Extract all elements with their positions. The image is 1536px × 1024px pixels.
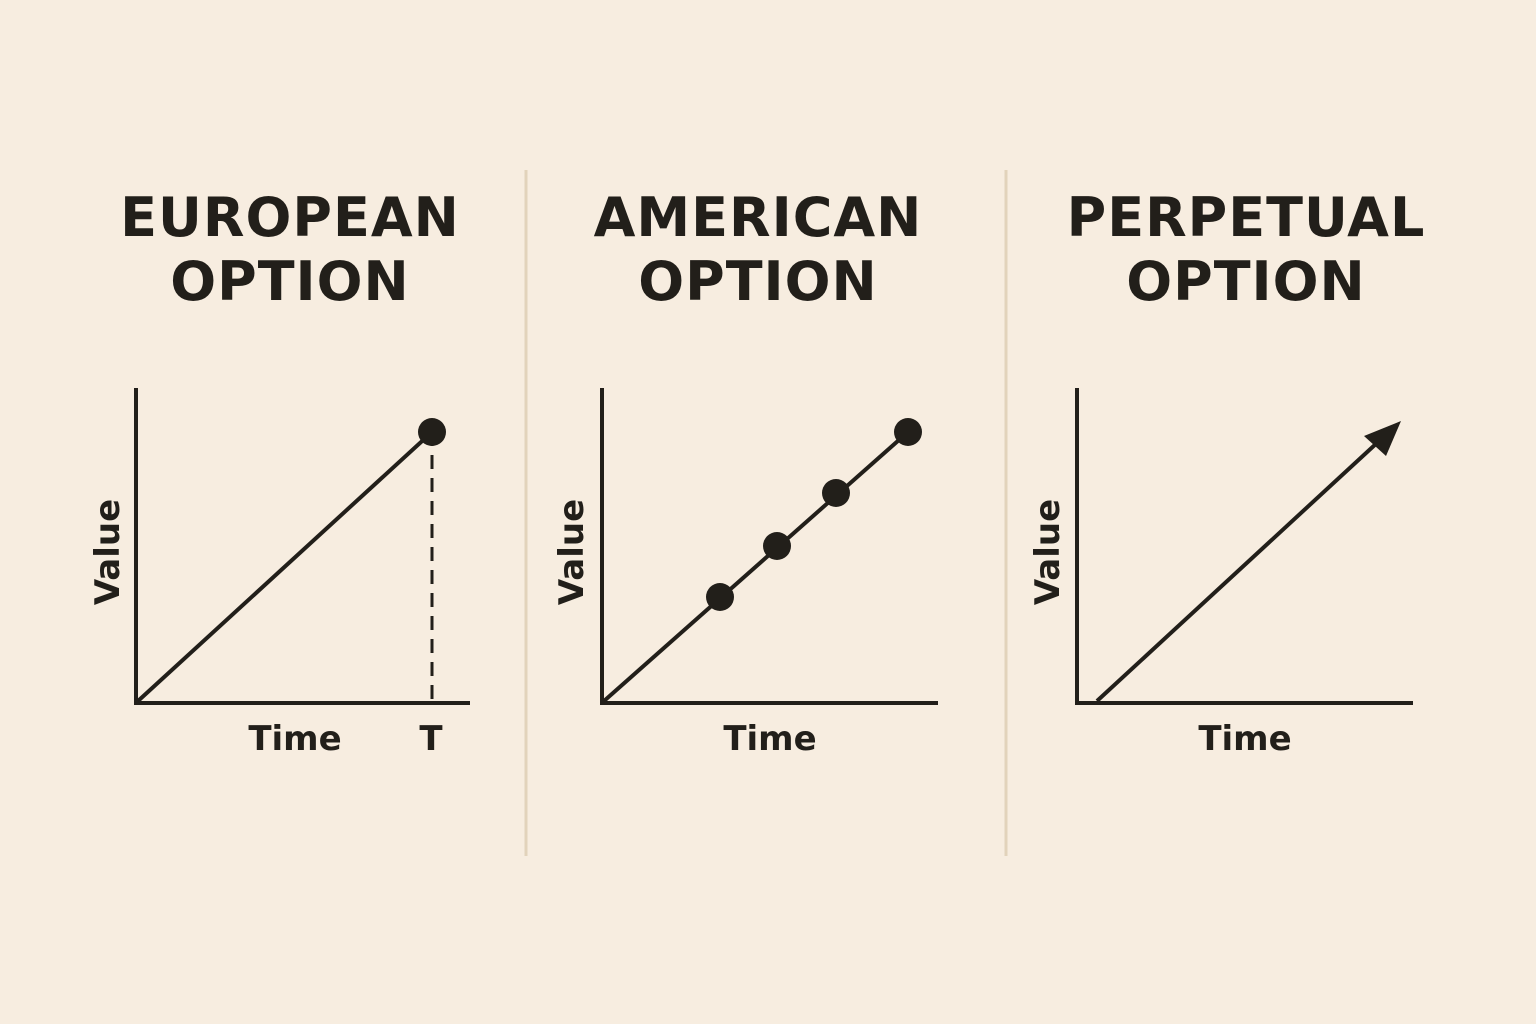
european-title-line2: OPTION [170,250,410,313]
american-exercise-point-2 [763,532,791,560]
american-title-line1: AMERICAN [593,186,923,249]
perpetual-arrowhead [1364,421,1401,456]
european-title-line1: EUROPEAN [120,186,460,249]
american-title-line2: OPTION [638,250,878,313]
perpetual-ylabel: Value [1028,499,1068,605]
perpetual-value-line [1095,440,1380,703]
american-chart: Value Time [552,388,938,759]
american-exercise-point-4 [894,418,922,446]
european-chart: Value Time T [88,388,470,759]
perpetual-title-line2: OPTION [1126,250,1366,313]
european-maturity-tick-label: T [419,719,443,759]
european-value-line [136,430,434,703]
perpetual-xlabel: Time [1198,719,1291,759]
european-ylabel: Value [88,499,128,605]
american-exercise-point-1 [706,583,734,611]
american-exercise-point-3 [822,479,850,507]
perpetual-title-line1: PERPETUAL [1066,186,1426,249]
american-ylabel: Value [552,499,592,605]
american-value-line [602,430,910,703]
american-xlabel: Time [723,719,816,759]
perpetual-chart: Value Time [1028,388,1413,759]
european-xlabel: Time [248,719,341,759]
perpetual-title: PERPETUAL OPTION [1036,186,1456,314]
european-exercise-point [418,418,446,446]
american-title: AMERICAN OPTION [548,186,968,314]
european-title: EUROPEAN OPTION [80,186,500,314]
